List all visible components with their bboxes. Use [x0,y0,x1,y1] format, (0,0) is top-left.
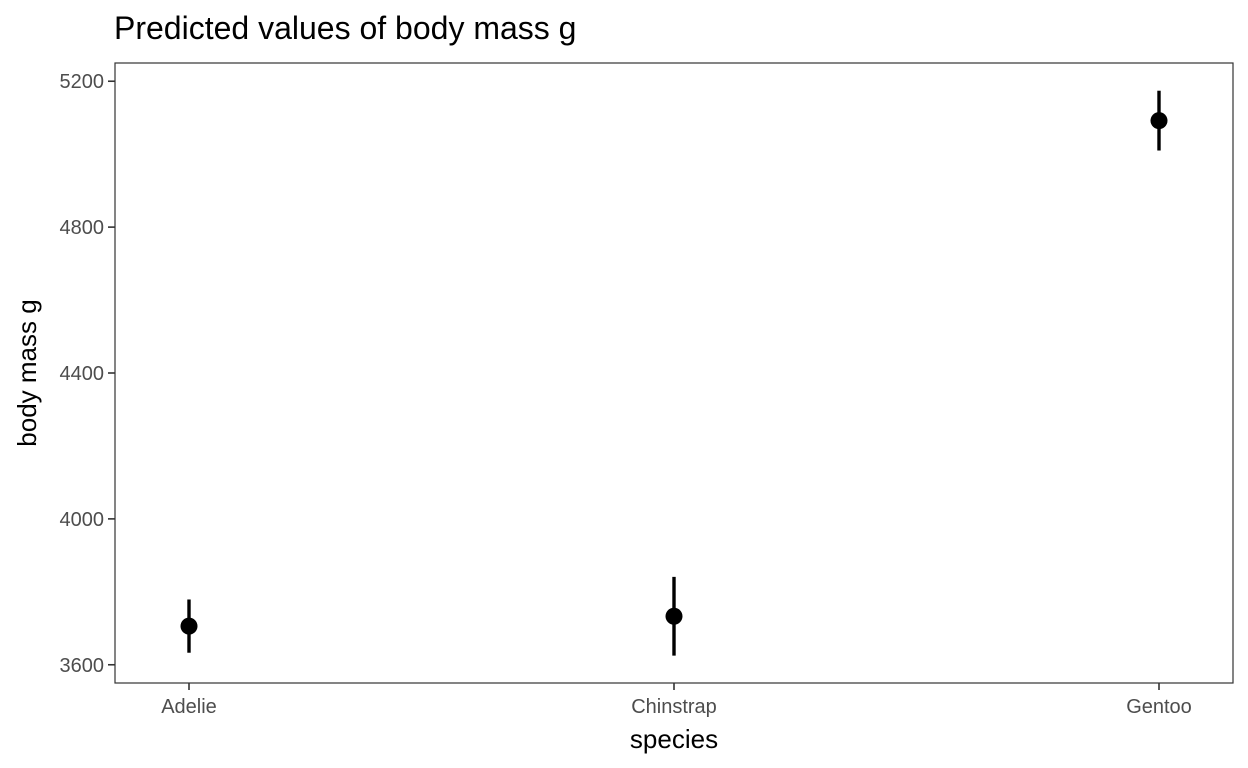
y-tick-label: 4000 [60,509,105,531]
y-axis-label: body mass g [12,299,42,446]
x-axis: Adelie Chinstrap Gentoo [161,683,1192,718]
data-marks [180,90,1168,656]
x-tick-label: Chinstrap [631,696,717,718]
x-axis-label: species [630,724,718,754]
x-tick-label: Adelie [161,696,217,718]
point-adelie [180,617,198,635]
point-chinstrap [665,607,683,625]
chart-title: Predicted values of body mass g [114,10,576,46]
y-axis: 3600 4000 4400 4800 5200 [60,71,115,677]
y-tick-label: 5200 [60,71,105,93]
point-gentoo [1150,112,1168,130]
x-tick-label: Gentoo [1126,696,1192,718]
y-tick-label: 3600 [60,655,105,677]
y-tick-label: 4800 [60,217,105,239]
y-tick-label: 4400 [60,363,105,385]
